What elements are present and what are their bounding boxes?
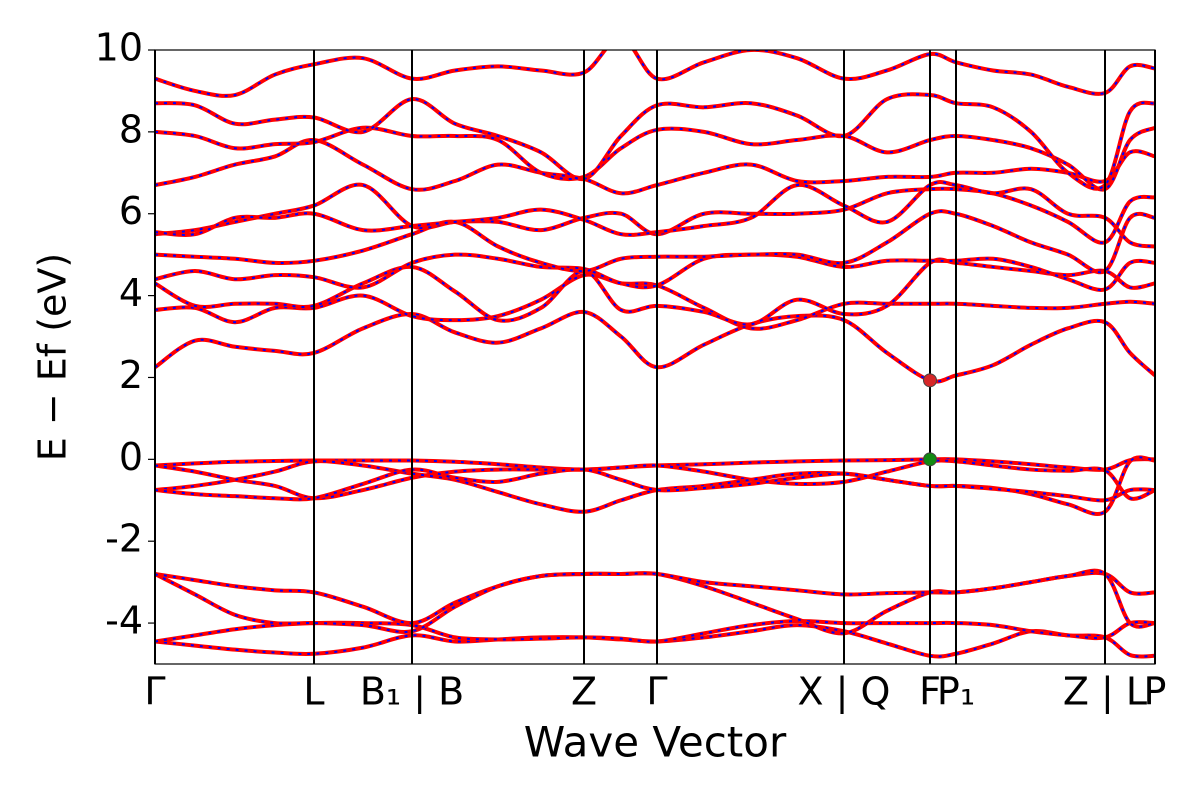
y-tick-label: 0 xyxy=(119,435,143,479)
y-tick-label: -2 xyxy=(105,517,143,561)
band-line-dashed xyxy=(155,569,1155,633)
band-edge-point xyxy=(923,373,937,388)
y-tick-label: 10 xyxy=(95,26,143,70)
x-tick-label: L xyxy=(303,670,324,714)
band-line xyxy=(155,182,1155,245)
y-tick-label: 2 xyxy=(119,353,143,397)
band-line xyxy=(155,180,1155,249)
band-line-dashed xyxy=(155,258,1155,326)
x-tick-label: F xyxy=(919,670,941,714)
y-axis-label: E − Ef (eV) xyxy=(31,253,75,462)
x-tick-label: P₁ xyxy=(937,670,975,714)
band-line-dashed xyxy=(155,459,1155,500)
band-line xyxy=(155,125,1155,192)
band-line-dashed xyxy=(155,468,1155,502)
x-tick-label: Z xyxy=(571,670,597,714)
band-line-dashed xyxy=(155,273,1155,330)
band-line-dashed xyxy=(155,93,1155,190)
band-line-dashed xyxy=(155,310,1155,383)
band-line-dashed xyxy=(155,50,1155,97)
y-tick-label: 8 xyxy=(119,107,143,151)
band-line xyxy=(155,252,1155,292)
y-tick-label: -4 xyxy=(105,599,143,643)
band-line-dashed xyxy=(155,210,1155,274)
x-tick-label: B₁ | B xyxy=(360,670,464,715)
band-edge-point xyxy=(923,452,937,467)
x-tick-label: P xyxy=(1144,670,1167,714)
x-tick-label: Γ xyxy=(144,670,165,714)
y-tick-label: 6 xyxy=(119,189,143,233)
x-tick-label: Γ xyxy=(646,670,667,714)
x-tick-label: Z | L xyxy=(1063,670,1147,715)
bands xyxy=(155,50,1155,659)
x-axis-label: Wave Vector xyxy=(524,718,787,767)
x-tick-label: X | Q xyxy=(798,670,891,715)
y-tick-label: 4 xyxy=(119,271,143,315)
